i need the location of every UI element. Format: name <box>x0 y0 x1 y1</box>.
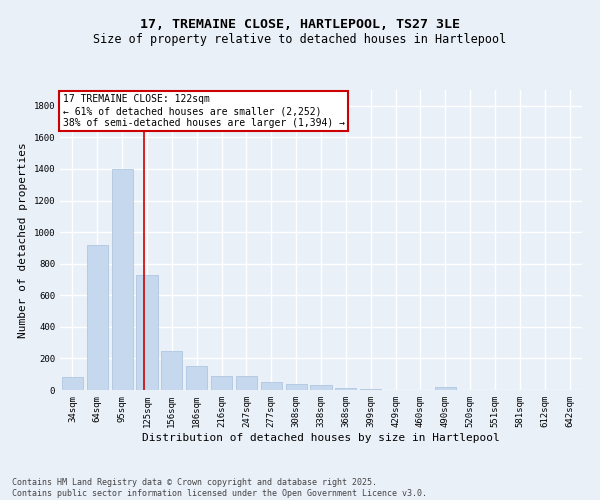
Bar <box>261 382 282 390</box>
Bar <box>335 388 356 390</box>
Bar <box>310 386 332 390</box>
X-axis label: Distribution of detached houses by size in Hartlepool: Distribution of detached houses by size … <box>142 432 500 442</box>
Bar <box>435 387 456 390</box>
Bar <box>112 169 133 390</box>
Bar <box>211 376 232 390</box>
Bar <box>236 376 257 390</box>
Bar <box>360 389 381 390</box>
Y-axis label: Number of detached properties: Number of detached properties <box>18 142 28 338</box>
Text: Size of property relative to detached houses in Hartlepool: Size of property relative to detached ho… <box>94 32 506 46</box>
Bar <box>136 274 158 390</box>
Bar <box>286 384 307 390</box>
Bar <box>62 376 83 390</box>
Bar <box>87 244 108 390</box>
Text: 17 TREMAINE CLOSE: 122sqm
← 61% of detached houses are smaller (2,252)
38% of se: 17 TREMAINE CLOSE: 122sqm ← 61% of detac… <box>62 94 344 128</box>
Bar <box>186 366 207 390</box>
Text: Contains HM Land Registry data © Crown copyright and database right 2025.
Contai: Contains HM Land Registry data © Crown c… <box>12 478 427 498</box>
Bar <box>161 351 182 390</box>
Text: 17, TREMAINE CLOSE, HARTLEPOOL, TS27 3LE: 17, TREMAINE CLOSE, HARTLEPOOL, TS27 3LE <box>140 18 460 30</box>
